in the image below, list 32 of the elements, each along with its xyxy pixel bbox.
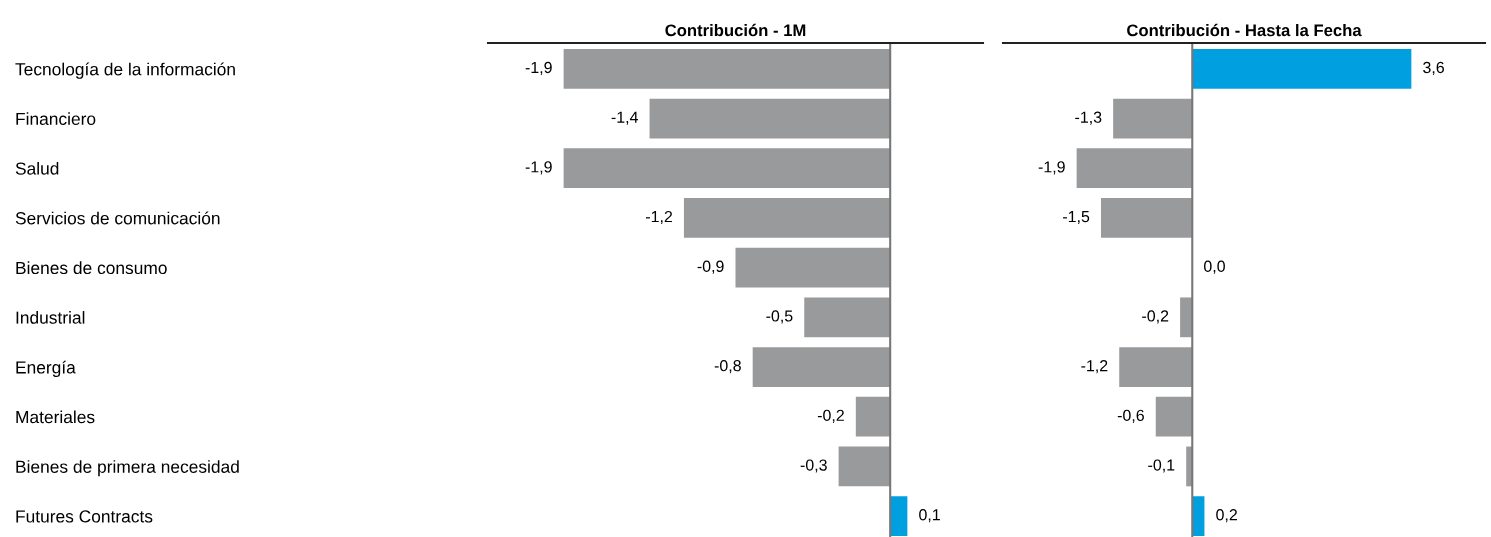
y-tick-label: Futures Contracts	[16, 510, 153, 523]
y-tick-label: Servicios de comunicación	[15, 211, 220, 225]
y-tick-label: Materiales	[16, 410, 95, 424]
data-label: -0,1	[1148, 459, 1175, 473]
y-tick-label: Bienes de consumo	[16, 261, 167, 275]
y-tick-label: Salud	[15, 161, 59, 175]
data-label: -0,5	[766, 310, 793, 324]
y-tick-label: Financiero	[16, 112, 96, 125]
y-tick-label: Bienes de primera necesidad	[16, 460, 239, 477]
y-tick-label: Energía	[16, 360, 76, 378]
data-label: -0,6	[1117, 409, 1144, 423]
chart-title: Contribución - 1M	[665, 23, 806, 37]
chart-title: Contribución - Hasta la Fecha	[1127, 23, 1362, 37]
data-label: -1,2	[1081, 360, 1108, 374]
data-label: -0,2	[1142, 310, 1169, 324]
y-tick-label: Industrial	[16, 311, 85, 324]
data-label: -1,3	[1075, 111, 1102, 125]
y-tick-label: Tecnología de la información	[15, 62, 235, 79]
data-label: -1,2	[646, 210, 673, 225]
data-label: -1,4	[611, 111, 638, 125]
data-label: -0,9	[697, 260, 724, 274]
data-label: -1,9	[1038, 161, 1065, 175]
data-label: 0,1	[919, 509, 940, 523]
data-label: 0,0	[1204, 260, 1225, 274]
data-label: -1,9	[525, 61, 552, 76]
data-label: -1,9	[525, 161, 552, 175]
data-label: -0,3	[800, 459, 827, 473]
data-label: -0,2	[817, 409, 844, 423]
data-label: -0,8	[714, 360, 741, 374]
data-label: 0,2	[1216, 509, 1237, 523]
data-label: 3,6	[1423, 61, 1444, 76]
data-label: -1,5	[1063, 211, 1090, 225]
